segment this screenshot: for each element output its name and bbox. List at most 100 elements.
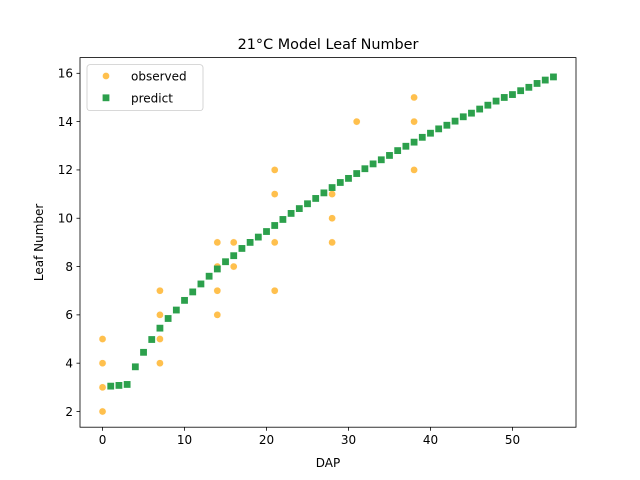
y-axis-label: Leaf Number <box>32 204 46 282</box>
predict-point <box>254 233 262 241</box>
predict-point <box>205 272 213 280</box>
observed-point <box>229 262 238 271</box>
predict-point <box>131 363 139 371</box>
observed-point <box>156 286 164 295</box>
predict-point <box>476 105 484 113</box>
predict-point <box>115 382 123 389</box>
data-marks <box>98 73 557 416</box>
legend-label-observed: observed <box>131 69 187 83</box>
predict-point <box>197 280 205 288</box>
predict-point <box>328 184 336 191</box>
predict-point <box>172 306 180 314</box>
predict-point <box>492 97 500 105</box>
y-tick-label: 8 <box>65 260 73 274</box>
x-tick-label: 10 <box>177 433 192 447</box>
predict-point <box>107 382 115 390</box>
predict-point <box>148 336 156 343</box>
x-tick-label: 0 <box>99 433 107 447</box>
predict-point <box>402 142 410 150</box>
predict-point <box>517 87 525 95</box>
observed-point <box>352 117 361 126</box>
predict-point <box>295 205 303 212</box>
predict-point <box>550 73 557 81</box>
observed-point <box>328 214 336 223</box>
predict-point <box>320 189 328 197</box>
predict-point <box>369 160 377 168</box>
predict-point <box>377 156 385 164</box>
predict-point <box>451 117 459 125</box>
predict-point <box>361 165 369 173</box>
observed-point <box>328 190 336 198</box>
predict-point <box>189 288 197 296</box>
observed-point <box>98 359 107 368</box>
observed-point <box>410 93 418 102</box>
observed-point <box>98 335 107 343</box>
predict-point <box>459 113 467 121</box>
observed-point <box>213 238 222 247</box>
observed-point <box>98 383 107 392</box>
y-tick-label: 6 <box>65 308 73 322</box>
predict-point <box>164 315 172 322</box>
predict-point <box>418 133 426 141</box>
observed-point <box>410 166 418 174</box>
predict-point <box>533 80 541 87</box>
legend-label-predict: predict <box>131 91 173 105</box>
observed-point <box>328 238 336 247</box>
observed-point <box>156 335 164 343</box>
predict-point <box>246 239 254 246</box>
legend-marker-observed <box>102 72 110 80</box>
predict-point <box>287 210 295 217</box>
y-tick-label: 14 <box>58 115 73 129</box>
predict-point <box>213 265 221 273</box>
x-axis-ticks: 0 10 20 30 40 50 <box>99 427 520 447</box>
x-tick-label: 40 <box>423 433 438 447</box>
legend-box <box>86 64 204 111</box>
predict-point <box>484 101 492 109</box>
predict-point <box>156 324 164 332</box>
predict-point <box>123 381 131 388</box>
predict-point <box>271 222 279 229</box>
predict-point <box>443 121 451 129</box>
predict-point <box>410 138 418 146</box>
predict-point <box>230 252 238 260</box>
predict-point <box>263 228 270 235</box>
observed-point <box>213 311 222 319</box>
predict-point <box>509 91 516 98</box>
y-tick-label: 12 <box>58 163 73 177</box>
y-axis-ticks: 2 4 6 8 10 12 14 16 <box>58 67 80 419</box>
predict-point <box>238 245 246 252</box>
predict-point <box>345 174 352 182</box>
predict-point <box>525 83 533 91</box>
predict-point <box>181 296 188 304</box>
plot-area <box>80 57 576 428</box>
observed-point <box>98 407 107 416</box>
predict-point <box>541 76 549 84</box>
observed-point <box>229 238 238 247</box>
predict-point <box>304 200 311 208</box>
observed-point <box>156 359 164 368</box>
observed-point <box>270 238 279 247</box>
predict-point <box>394 147 402 155</box>
predict-point <box>222 258 229 266</box>
observed-point <box>270 166 279 174</box>
predict-point <box>427 129 434 137</box>
predict-point <box>468 109 475 117</box>
y-tick-label: 4 <box>65 356 73 370</box>
x-tick-label: 30 <box>341 433 356 447</box>
chart-title: 21°C Model Leaf Number <box>238 37 419 53</box>
y-tick-label: 16 <box>58 67 73 81</box>
x-tick-label: 50 <box>505 433 520 447</box>
predict-point <box>312 195 320 202</box>
predict-point <box>435 125 443 133</box>
predict-point <box>140 348 147 356</box>
predict-point <box>353 170 361 177</box>
y-tick-label: 2 <box>65 405 73 419</box>
predict-point <box>386 152 393 159</box>
predict-point <box>336 179 344 186</box>
x-axis-label: DAP <box>316 456 340 470</box>
observed-point <box>270 190 279 198</box>
legend: observed predict <box>86 64 204 111</box>
x-tick-label: 20 <box>259 433 274 447</box>
